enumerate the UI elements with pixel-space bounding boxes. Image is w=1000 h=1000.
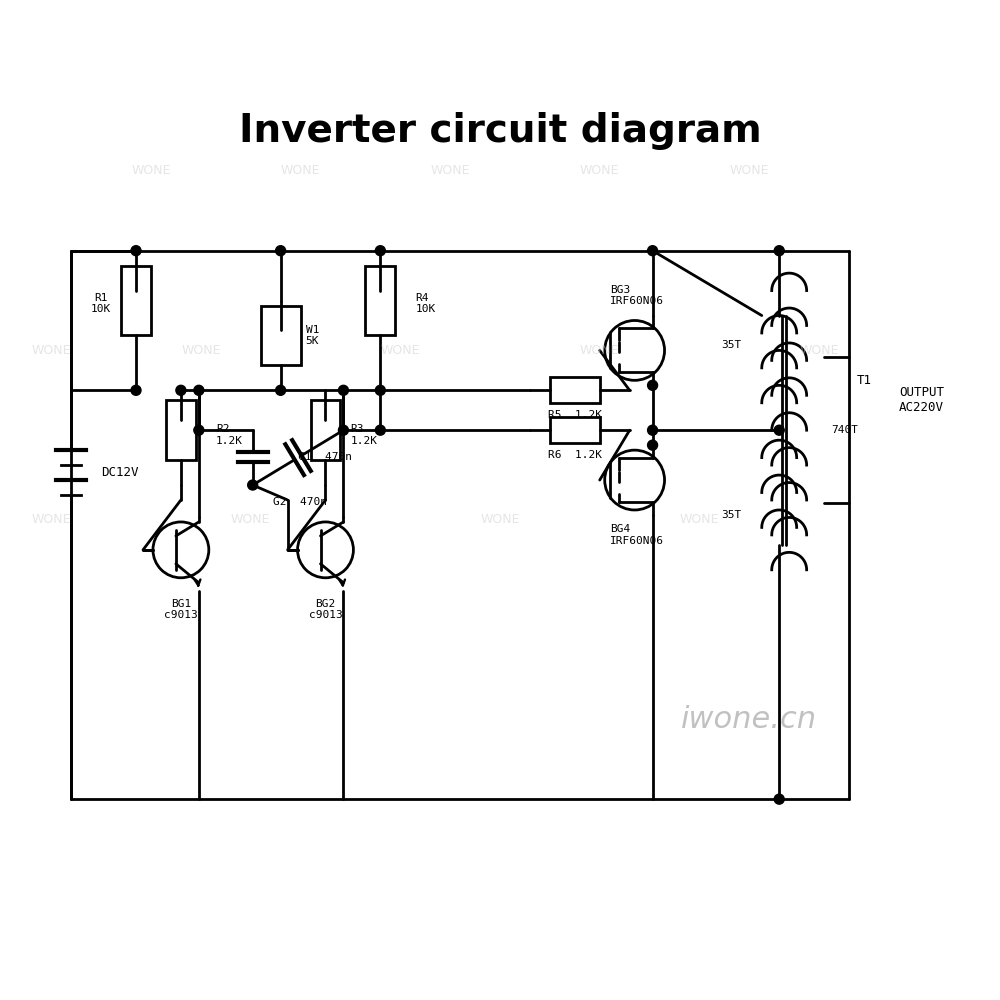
Text: BG1
c9013: BG1 c9013 xyxy=(164,599,198,620)
Circle shape xyxy=(276,385,286,395)
Text: WONE: WONE xyxy=(231,513,270,526)
Text: G2  470n: G2 470n xyxy=(273,497,327,507)
Circle shape xyxy=(648,440,658,450)
Circle shape xyxy=(375,385,385,395)
Circle shape xyxy=(194,425,204,435)
Text: WONE: WONE xyxy=(730,164,769,177)
Text: R6  1.2K: R6 1.2K xyxy=(548,450,602,460)
Bar xyxy=(550,417,600,443)
Bar xyxy=(121,266,151,335)
Circle shape xyxy=(131,385,141,395)
Circle shape xyxy=(648,380,658,390)
Text: R3
1.2K: R3 1.2K xyxy=(350,424,377,446)
Text: R4
10K: R4 10K xyxy=(415,293,435,314)
Text: BG4
IRF60N06: BG4 IRF60N06 xyxy=(610,524,664,546)
Circle shape xyxy=(176,385,186,395)
Text: R1
10K: R1 10K xyxy=(91,293,111,314)
Text: 35T: 35T xyxy=(722,340,742,350)
Circle shape xyxy=(648,246,658,256)
Circle shape xyxy=(774,246,784,256)
Circle shape xyxy=(774,425,784,435)
Text: WONE: WONE xyxy=(480,513,520,526)
Text: WONE: WONE xyxy=(381,344,420,357)
Text: R2
1.2K: R2 1.2K xyxy=(216,424,243,446)
Text: T1: T1 xyxy=(856,374,871,387)
Circle shape xyxy=(248,480,258,490)
Text: BG2
c9013: BG2 c9013 xyxy=(309,599,342,620)
Text: C1  470n: C1 470n xyxy=(298,452,352,462)
Circle shape xyxy=(338,385,348,395)
Text: WONE: WONE xyxy=(680,513,719,526)
Circle shape xyxy=(338,425,348,435)
Text: 35T: 35T xyxy=(722,510,742,520)
Text: WONE: WONE xyxy=(430,164,470,177)
Text: DC12V: DC12V xyxy=(101,466,139,479)
Bar xyxy=(365,266,395,335)
Circle shape xyxy=(131,246,141,256)
Text: BG3
IRF60N06: BG3 IRF60N06 xyxy=(610,285,664,306)
Text: 740T: 740T xyxy=(832,425,859,435)
Text: WONE: WONE xyxy=(580,164,619,177)
Text: WONE: WONE xyxy=(580,344,619,357)
Circle shape xyxy=(774,794,784,804)
Bar xyxy=(311,400,340,460)
Text: OUTPUT
AC220V: OUTPUT AC220V xyxy=(899,386,944,414)
Circle shape xyxy=(375,246,385,256)
Text: WONE: WONE xyxy=(181,344,221,357)
Text: WONE: WONE xyxy=(799,344,839,357)
Circle shape xyxy=(375,425,385,435)
Text: WONE: WONE xyxy=(32,344,71,357)
Circle shape xyxy=(276,246,286,256)
Text: W1
5K: W1 5K xyxy=(306,325,319,346)
Text: iwone.cn: iwone.cn xyxy=(681,705,817,734)
Circle shape xyxy=(194,385,204,395)
Text: WONE: WONE xyxy=(32,513,71,526)
Bar xyxy=(550,377,600,403)
Text: R5  1.2K: R5 1.2K xyxy=(548,410,602,420)
Text: WONE: WONE xyxy=(131,164,171,177)
Circle shape xyxy=(648,425,658,435)
Bar xyxy=(166,400,196,460)
Text: Inverter circuit diagram: Inverter circuit diagram xyxy=(239,112,761,150)
Text: WONE: WONE xyxy=(281,164,320,177)
Bar xyxy=(261,306,301,365)
